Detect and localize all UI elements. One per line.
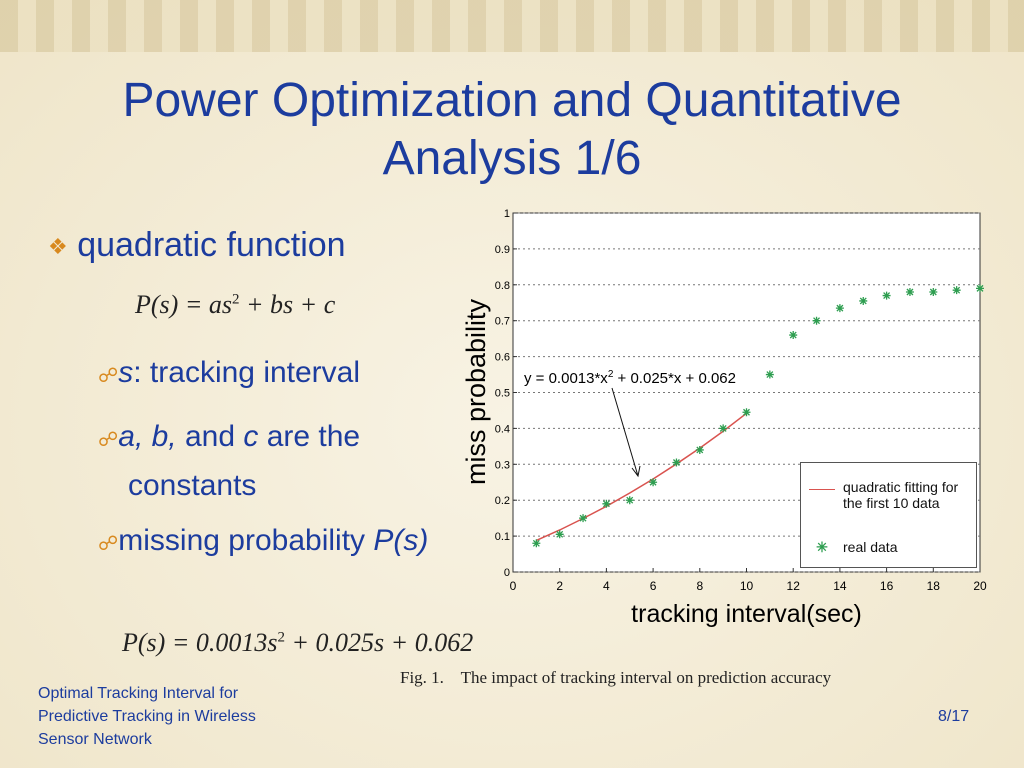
footer: Optimal Tracking Interval for Predictive…	[38, 685, 256, 748]
annotation-arrow	[611, 387, 641, 478]
sub-bullet-text: s	[118, 356, 134, 389]
data-point	[672, 458, 681, 467]
data-point	[625, 496, 634, 505]
sub-bullet-text: and	[176, 420, 244, 453]
decorative-border	[0, 0, 1024, 52]
y-tick-label: 0.3	[495, 459, 510, 471]
data-point	[765, 370, 774, 379]
x-tick-label: 4	[603, 579, 610, 593]
formula-part: 2	[277, 629, 285, 646]
annotation-part: y = 0.0013*x	[524, 370, 608, 387]
data-point	[929, 287, 938, 296]
annotation-part: + 0.025*x + 0.062	[613, 370, 736, 387]
sub-bullet-text: are the constants	[128, 420, 361, 502]
formula-part: + 0.025s + 0.062	[284, 628, 474, 657]
sub-bullet-text: : tracking interval	[133, 356, 361, 389]
x-tick-label: 6	[650, 579, 657, 593]
formula-part: + bs + c	[239, 290, 336, 319]
y-tick-label: 0.8	[495, 280, 510, 292]
y-tick-label: 0.1	[495, 531, 510, 543]
legend-label: quadratic fitting for the first 10 data	[843, 479, 959, 511]
formula-part: P(s) = 0.0013s	[122, 628, 278, 657]
data-point	[905, 287, 914, 296]
data-point	[789, 331, 798, 340]
x-tick-label: 16	[880, 579, 894, 593]
formula-part: P(s) = as	[135, 290, 232, 319]
legend-swatch	[809, 489, 835, 490]
caption: Fig. 1. The impact of tracking interval …	[400, 668, 832, 687]
data-point	[812, 316, 821, 325]
legend-entry: quadratic fitting for the first 10 data	[809, 479, 974, 511]
sub-bullet-text: missing probability	[118, 524, 374, 557]
data-point	[579, 514, 588, 523]
y-tick-label: 0.9	[495, 244, 510, 256]
x-tick-label: 20	[973, 579, 987, 593]
data-point	[532, 539, 541, 548]
y-tick-label: 0.2	[495, 495, 510, 507]
legend: quadratic fitting for the first 10 data ✳…	[800, 462, 977, 568]
legend-entry: ✳ real data	[809, 539, 974, 556]
data-point	[835, 304, 844, 313]
sub-bullet: ☍s: tracking interval	[98, 356, 361, 389]
x-tick-label: 12	[787, 579, 801, 593]
sub-bullet: ☍a, b, and c are the constants	[98, 420, 361, 502]
x-tick-label: 10	[740, 579, 754, 593]
data-point	[742, 408, 751, 417]
legend-label: real data	[843, 539, 898, 555]
data-point	[882, 291, 891, 300]
y-tick-label: 0.6	[495, 352, 510, 364]
bullet: ❖ quadratic function	[48, 226, 346, 264]
sub-bullet: ☍missing probability P(s)	[98, 524, 429, 557]
y-tick-label: 0.4	[495, 423, 510, 435]
data-point	[649, 478, 658, 487]
bullet-text: quadratic function	[77, 226, 346, 264]
x-tick-label: 0	[510, 579, 517, 593]
y-tick-label: 0.5	[495, 388, 510, 400]
y-tick-label: 0.7	[495, 316, 510, 328]
data-point	[976, 284, 984, 293]
y-tick-label: 1	[504, 208, 510, 220]
sub-bullet-text: P(s)	[373, 524, 429, 557]
data-point	[952, 286, 961, 295]
x-axis-label: tracking interval(sec)	[631, 600, 862, 628]
data-point	[602, 499, 611, 508]
y-axis-label: miss probability	[461, 298, 491, 485]
page-number: 8/17	[938, 708, 970, 725]
x-tick-label: 2	[556, 579, 563, 593]
data-point	[555, 530, 564, 539]
fit-line	[536, 412, 747, 542]
formula-part: 2	[231, 291, 240, 308]
data-point	[719, 424, 728, 433]
formula: P(s) = 0.0013s2 + 0.025s + 0.062	[122, 628, 473, 658]
x-tick-label: 14	[833, 579, 847, 593]
formula: P(s) = as2 + bs + c	[135, 290, 335, 320]
y-tick-label: 0	[504, 567, 510, 579]
sub-bullet-text: a, b,	[118, 420, 177, 453]
annotation-part: 2	[608, 369, 614, 380]
annotation: y = 0.0013*x2 + 0.025*x + 0.062	[524, 369, 736, 387]
legend-swatch: ✳	[816, 539, 828, 555]
x-tick-label: 18	[927, 579, 941, 593]
sub-bullet-text: c	[243, 420, 259, 453]
data-point	[695, 445, 704, 454]
x-tick-label: 8	[696, 579, 703, 593]
data-point	[859, 296, 868, 305]
slide-title: Power Optimization and Quantitative Anal…	[122, 74, 902, 185]
